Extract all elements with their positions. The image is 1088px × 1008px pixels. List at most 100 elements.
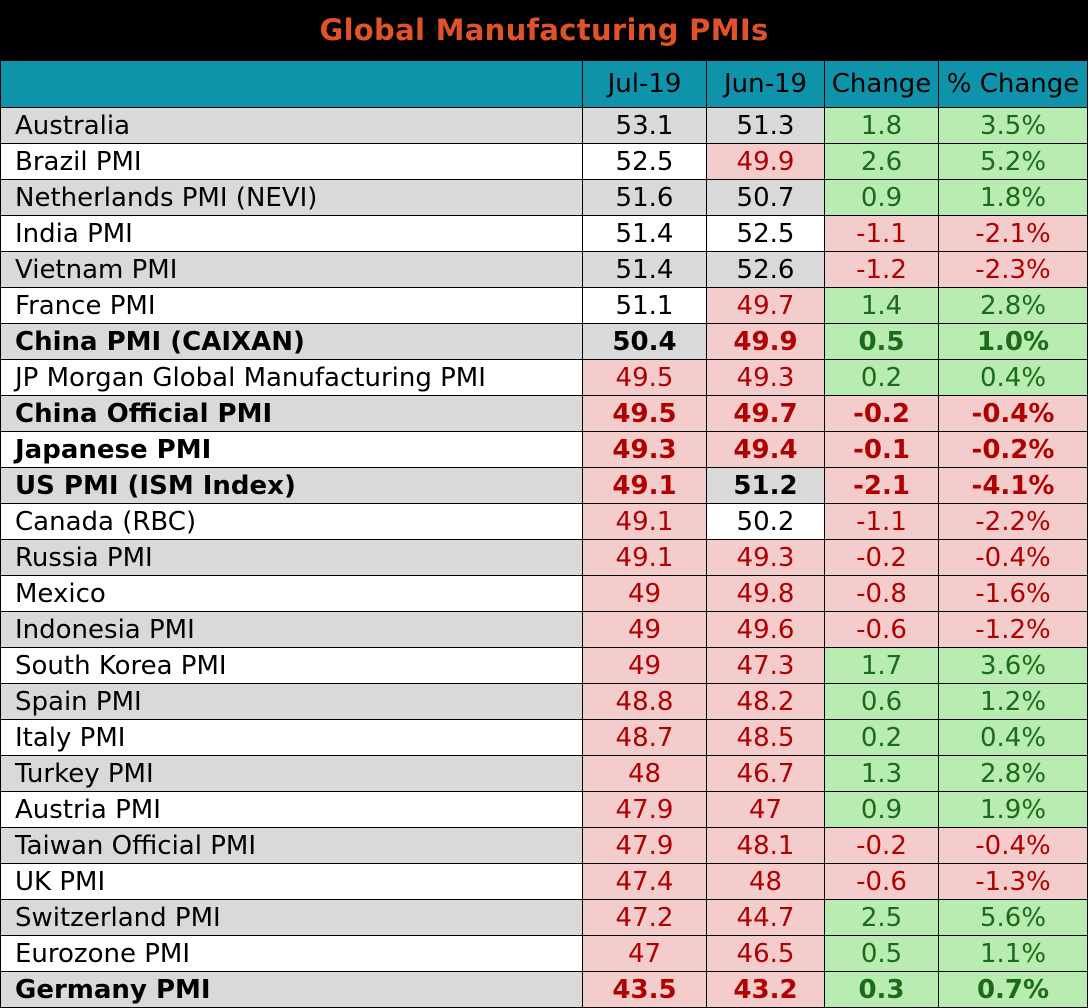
jul-19-value: 47.4: [582, 863, 707, 900]
change-value: -2.1: [824, 467, 939, 504]
country-name: JP Morgan Global Manufacturing PMI: [0, 359, 583, 396]
change-value: 0.5: [824, 935, 939, 972]
jun-19-value: 49.4: [706, 431, 825, 468]
country-name: US PMI (ISM Index): [0, 467, 583, 504]
jul-19-value: 48.7: [582, 719, 707, 756]
change-value: 1.8: [824, 107, 939, 144]
change-value: -0.1: [824, 431, 939, 468]
country-name: Spain PMI: [0, 683, 583, 720]
header-jul-19: Jul-19: [582, 60, 707, 108]
change-value: 2.5: [824, 899, 939, 936]
pct-change-value: 1.0%: [938, 323, 1088, 360]
change-value: 0.6: [824, 683, 939, 720]
table-row: JP Morgan Global Manufacturing PMI 49.5 49…: [0, 359, 1088, 396]
change-value: 0.9: [824, 791, 939, 828]
jul-19-value: 48: [582, 755, 707, 792]
table-row: China PMI (CAIXAN) 50.4 49.9 0.5 1.0%: [0, 323, 1088, 360]
change-value: 2.6: [824, 143, 939, 180]
pmi-table: Jul-19 Jun-19 Change % Change Australia 5…: [0, 60, 1088, 1008]
country-name: Russia PMI: [0, 539, 583, 576]
jul-19-value: 49.5: [582, 359, 707, 396]
change-value: 1.3: [824, 755, 939, 792]
header-change: Change: [824, 60, 939, 108]
table-row: South Korea PMI 49 47.3 1.7 3.6%: [0, 647, 1088, 684]
country-name: Germany PMI: [0, 971, 583, 1008]
jun-19-value: 49.3: [706, 359, 825, 396]
jul-19-value: 53.1: [582, 107, 707, 144]
jun-19-value: 51.2: [706, 467, 825, 504]
change-value: -0.2: [824, 827, 939, 864]
jul-19-value: 43.5: [582, 971, 707, 1008]
change-value: -0.2: [824, 395, 939, 432]
jul-19-value: 49.5: [582, 395, 707, 432]
pct-change-value: -2.1%: [938, 215, 1088, 252]
jun-19-value: 50.2: [706, 503, 825, 540]
jun-19-value: 49.7: [706, 287, 825, 324]
pct-change-value: 5.2%: [938, 143, 1088, 180]
table-row: Eurozone PMI 47 46.5 0.5 1.1%: [0, 935, 1088, 972]
change-value: 1.7: [824, 647, 939, 684]
country-name: Vietnam PMI: [0, 251, 583, 288]
pct-change-value: -0.4%: [938, 395, 1088, 432]
jun-19-value: 52.6: [706, 251, 825, 288]
jun-19-value: 49.6: [706, 611, 825, 648]
pct-change-value: -2.2%: [938, 503, 1088, 540]
change-value: -0.8: [824, 575, 939, 612]
country-name: Mexico: [0, 575, 583, 612]
table-row: Brazil PMI 52.5 49.9 2.6 5.2%: [0, 143, 1088, 180]
jun-19-value: 48.5: [706, 719, 825, 756]
jun-19-value: 49.9: [706, 143, 825, 180]
jun-19-value: 46.5: [706, 935, 825, 972]
country-name: Japanese PMI: [0, 431, 583, 468]
table-row: Taiwan Official PMI 47.9 48.1 -0.2 -0.4%: [0, 827, 1088, 864]
header-jun-19: Jun-19: [706, 60, 825, 108]
table-row: UK PMI 47.4 48 -0.6 -1.3%: [0, 863, 1088, 900]
pct-change-value: -0.4%: [938, 827, 1088, 864]
pct-change-value: 3.5%: [938, 107, 1088, 144]
change-value: -0.6: [824, 611, 939, 648]
table-row: Austria PMI 47.9 47 0.9 1.9%: [0, 791, 1088, 828]
table-row: India PMI 51.4 52.5 -1.1 -2.1%: [0, 215, 1088, 252]
country-name: Canada (RBC): [0, 503, 583, 540]
table-row: Australia 53.1 51.3 1.8 3.5%: [0, 107, 1088, 144]
pct-change-value: 1.8%: [938, 179, 1088, 216]
jun-19-value: 48.2: [706, 683, 825, 720]
country-name: Brazil PMI: [0, 143, 583, 180]
jun-19-value: 49.3: [706, 539, 825, 576]
table-row: Switzerland PMI 47.2 44.7 2.5 5.6%: [0, 899, 1088, 936]
country-name: Indonesia PMI: [0, 611, 583, 648]
country-name: Taiwan Official PMI: [0, 827, 583, 864]
jul-19-value: 49.3: [582, 431, 707, 468]
jul-19-value: 51.4: [582, 215, 707, 252]
change-value: -1.1: [824, 215, 939, 252]
header-pct-change: % Change: [938, 60, 1088, 108]
jun-19-value: 49.9: [706, 323, 825, 360]
change-value: 0.3: [824, 971, 939, 1008]
header-row: Jul-19 Jun-19 Change % Change: [0, 60, 1088, 108]
country-name: China Official PMI: [0, 395, 583, 432]
pct-change-value: 0.4%: [938, 719, 1088, 756]
jul-19-value: 51.1: [582, 287, 707, 324]
pct-change-value: 1.9%: [938, 791, 1088, 828]
change-value: 0.5: [824, 323, 939, 360]
jun-19-value: 47.3: [706, 647, 825, 684]
table-row: Spain PMI 48.8 48.2 0.6 1.2%: [0, 683, 1088, 720]
table-row: Russia PMI 49.1 49.3 -0.2 -0.4%: [0, 539, 1088, 576]
country-name: UK PMI: [0, 863, 583, 900]
country-name: South Korea PMI: [0, 647, 583, 684]
pct-change-value: -1.6%: [938, 575, 1088, 612]
pct-change-value: 2.8%: [938, 287, 1088, 324]
jul-19-value: 52.5: [582, 143, 707, 180]
change-value: -1.1: [824, 503, 939, 540]
change-value: 0.2: [824, 719, 939, 756]
jun-19-value: 49.8: [706, 575, 825, 612]
pct-change-value: 5.6%: [938, 899, 1088, 936]
jul-19-value: 51.6: [582, 179, 707, 216]
change-value: -0.2: [824, 539, 939, 576]
country-name: Austria PMI: [0, 791, 583, 828]
table-row: China Official PMI 49.5 49.7 -0.2 -0.4%: [0, 395, 1088, 432]
table-row: Netherlands PMI (NEVI) 51.6 50.7 0.9 1.8%: [0, 179, 1088, 216]
jul-19-value: 49: [582, 611, 707, 648]
jul-19-value: 49.1: [582, 539, 707, 576]
table-row: Canada (RBC) 49.1 50.2 -1.1 -2.2%: [0, 503, 1088, 540]
